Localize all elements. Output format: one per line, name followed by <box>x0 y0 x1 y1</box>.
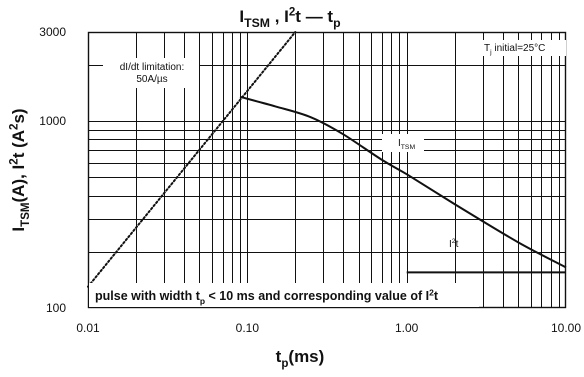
annotation-itsm-box <box>382 134 424 152</box>
series-line-di-dt-limitation <box>87 31 297 288</box>
annotation-tj-box <box>482 40 566 56</box>
y-axis-label: ITSM​(A), I2​t (A2​s) <box>9 108 33 231</box>
annotation-didt-box <box>103 58 199 88</box>
y-tick-label: 1000 <box>39 114 66 128</box>
x-tick-label: 10.00 <box>551 321 581 335</box>
x-axis-label: tp​(ms) <box>276 347 325 370</box>
x-tick-label: 1.00 <box>395 321 419 335</box>
chart-title: ITSM​ , I2​t — tp​ <box>239 7 340 31</box>
annotation-note-box <box>89 283 479 307</box>
annotation-didt: dI/dt limitation: 50A/µs <box>120 62 184 85</box>
annotation-i2t: I2​t <box>449 238 459 250</box>
annotation-itsm: ITSM​ <box>398 138 415 151</box>
annotation-note: pulse with width tp​ < 10 ms and corresp… <box>95 287 439 306</box>
y-tick-label: 3000 <box>39 25 66 39</box>
annotation-tj: Tj​ initial=25°C <box>484 43 545 56</box>
series-line-itsm <box>239 95 567 269</box>
x-tick-label: 0.01 <box>76 321 100 335</box>
y-tick-label: 100 <box>46 301 66 315</box>
x-tick-label: 0.10 <box>236 321 260 335</box>
plot-frame <box>87 31 567 309</box>
